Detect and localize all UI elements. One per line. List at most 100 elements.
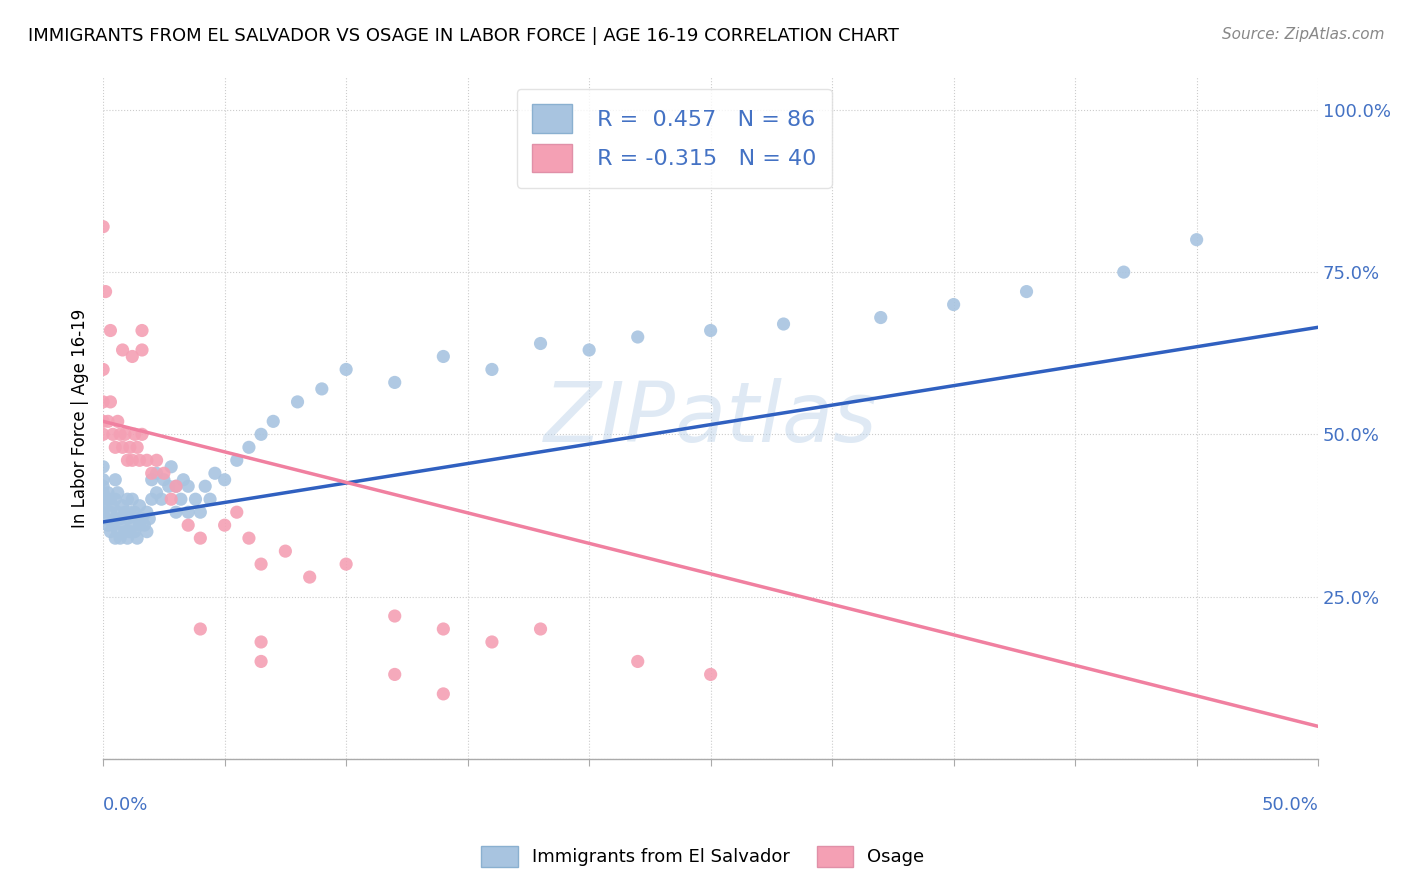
Point: [311, 382, 333, 396]
Point: [177, 505, 200, 519]
Point: [91, 414, 114, 428]
Point: [134, 518, 156, 533]
Point: [145, 467, 167, 481]
Point: [97, 414, 120, 428]
Point: [91, 499, 114, 513]
Point: [100, 524, 122, 539]
Point: [100, 395, 122, 409]
Point: [118, 440, 141, 454]
Point: [114, 505, 136, 519]
Point: [97, 518, 120, 533]
Point: [91, 485, 114, 500]
Point: [94, 492, 117, 507]
Point: [250, 655, 273, 669]
Point: [384, 609, 406, 624]
Point: [1185, 233, 1208, 247]
Point: [225, 505, 247, 519]
Point: [262, 414, 284, 428]
Point: [131, 511, 153, 525]
Point: [121, 518, 143, 533]
Point: [153, 467, 176, 481]
Point: [135, 453, 157, 467]
Point: [188, 622, 211, 636]
Point: [1015, 285, 1038, 299]
Point: [124, 427, 146, 442]
Point: [117, 511, 139, 525]
Point: [101, 518, 124, 533]
Point: [114, 524, 136, 539]
Point: [104, 492, 127, 507]
Point: [107, 485, 129, 500]
Point: [699, 324, 721, 338]
Point: [194, 479, 217, 493]
Point: [298, 570, 321, 584]
Point: [101, 499, 124, 513]
Y-axis label: In Labor Force | Age 16-19: In Labor Force | Age 16-19: [72, 309, 89, 528]
Point: [121, 453, 143, 467]
Point: [91, 427, 114, 442]
Point: [287, 395, 309, 409]
Point: [335, 362, 357, 376]
Point: [111, 518, 134, 533]
Point: [91, 362, 114, 376]
Text: 50.0%: 50.0%: [1261, 797, 1319, 814]
Point: [107, 524, 129, 539]
Point: [1112, 265, 1135, 279]
Point: [699, 667, 721, 681]
Point: [128, 518, 150, 533]
Point: [627, 655, 650, 669]
Point: [384, 667, 406, 681]
Point: [627, 330, 650, 344]
Point: [141, 492, 163, 507]
Point: [165, 479, 187, 493]
Point: [94, 285, 117, 299]
Point: [124, 524, 146, 539]
Point: [94, 511, 117, 525]
Point: [117, 453, 139, 467]
Point: [335, 557, 357, 571]
Point: [177, 479, 200, 493]
Point: [108, 427, 131, 442]
Point: [124, 505, 146, 519]
Point: [127, 511, 149, 525]
Point: [214, 473, 236, 487]
Point: [204, 467, 226, 481]
Point: [117, 531, 139, 545]
Point: [184, 492, 207, 507]
Point: [117, 492, 139, 507]
Point: [135, 524, 157, 539]
Point: [432, 350, 454, 364]
Point: [160, 459, 183, 474]
Point: [238, 440, 260, 454]
Point: [118, 505, 141, 519]
Point: [104, 531, 127, 545]
Point: [145, 485, 167, 500]
Point: [97, 485, 120, 500]
Point: [104, 511, 127, 525]
Legend:  R =  0.457   N = 86,  R = -0.315   N = 40: R = 0.457 N = 86, R = -0.315 N = 40: [516, 88, 832, 188]
Point: [177, 518, 200, 533]
Point: [150, 492, 173, 507]
Point: [250, 557, 273, 571]
Point: [121, 350, 143, 364]
Point: [118, 524, 141, 539]
Point: [481, 362, 503, 376]
Point: [250, 427, 273, 442]
Point: [104, 473, 127, 487]
Point: [188, 505, 211, 519]
Point: [101, 427, 124, 442]
Point: [188, 531, 211, 545]
Point: [121, 492, 143, 507]
Point: [432, 622, 454, 636]
Point: [214, 518, 236, 533]
Point: [104, 440, 127, 454]
Point: [165, 505, 187, 519]
Point: [942, 297, 965, 311]
Point: [131, 343, 153, 357]
Point: [127, 531, 149, 545]
Point: [127, 440, 149, 454]
Text: Source: ZipAtlas.com: Source: ZipAtlas.com: [1222, 27, 1385, 42]
Point: [238, 531, 260, 545]
Point: [91, 219, 114, 234]
Point: [157, 479, 180, 493]
